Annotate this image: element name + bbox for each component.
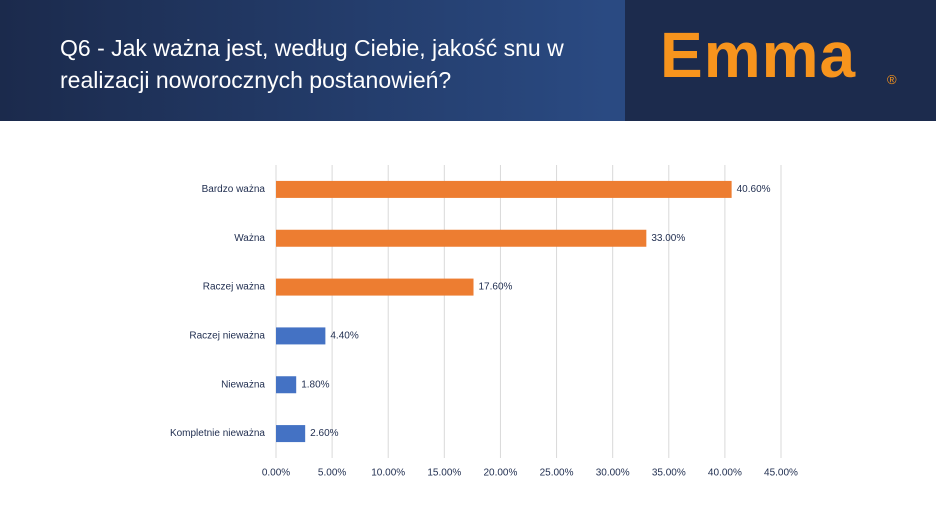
y-tick-label: Raczej nieważna	[189, 331, 265, 342]
bar	[276, 327, 326, 345]
logo-panel	[625, 0, 936, 121]
value-label: 1.80%	[301, 379, 329, 390]
value-label: 33.00%	[651, 233, 685, 244]
x-tick-label: 5.00%	[318, 468, 346, 479]
bar	[276, 425, 306, 443]
logo: Emma	[660, 19, 857, 91]
x-tick-label: 25.00%	[540, 468, 574, 479]
y-tick-label: Kompletnie nieważna	[170, 428, 265, 439]
y-tick-label: Ważna	[234, 233, 265, 244]
x-tick-label: 40.00%	[708, 468, 742, 479]
y-tick-label: Nieważna	[221, 379, 265, 390]
x-tick-label: 20.00%	[483, 468, 517, 479]
value-label: 4.40%	[330, 331, 358, 342]
x-tick-label: 10.00%	[371, 468, 405, 479]
x-tick-label: 35.00%	[652, 468, 686, 479]
y-tick-label: Raczej ważna	[203, 282, 266, 293]
x-tick-label: 15.00%	[427, 468, 461, 479]
bar	[276, 229, 647, 247]
value-label: 40.60%	[737, 184, 771, 195]
bar	[276, 278, 474, 296]
y-tick-label: Bardzo ważna	[202, 184, 266, 195]
x-tick-label: 30.00%	[596, 468, 630, 479]
x-tick-label: 0.00%	[262, 468, 290, 479]
x-tick-label: 45.00%	[764, 468, 798, 479]
value-label: 17.60%	[479, 282, 513, 293]
bar	[276, 376, 297, 394]
chart-title: Q6 - Jak ważna jest, według Ciebie, jako…	[60, 35, 564, 93]
value-label: 2.60%	[310, 428, 338, 439]
bar	[276, 180, 732, 198]
logo-mark: ®	[887, 72, 897, 87]
